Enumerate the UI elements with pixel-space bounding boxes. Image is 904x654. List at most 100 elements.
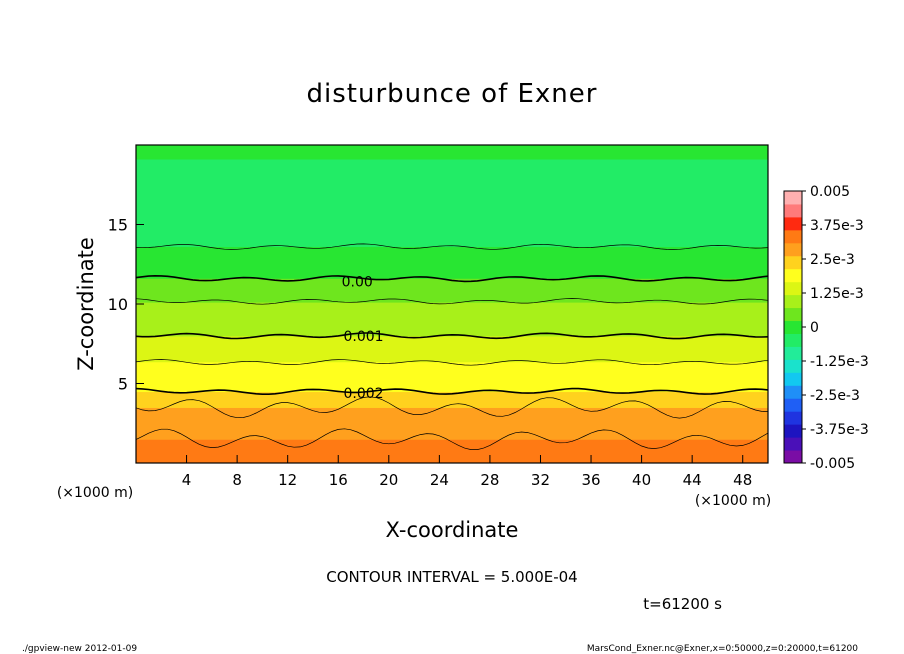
contour-band (136, 172, 768, 176)
colorbar-swatch (784, 320, 802, 334)
contour-labels: 0.00 0.001 0.002 (342, 275, 384, 402)
colorbar-label: -0.005 (810, 456, 855, 472)
contour-band (136, 234, 768, 238)
colorbar-swatch (784, 359, 802, 373)
contour-band (136, 274, 768, 277)
contour-band (136, 280, 768, 283)
x-unit-left: (×1000 m) (57, 485, 133, 501)
contour-line (136, 396, 768, 419)
contour-band (136, 411, 768, 414)
contour-band (136, 146, 768, 150)
contour-line (136, 298, 768, 305)
colorbar-swatch (784, 372, 802, 386)
colorbar-label: 2.5e-3 (810, 252, 855, 268)
colorbar-swatch (784, 216, 802, 231)
contour-band (136, 264, 768, 267)
contour-band (136, 202, 768, 206)
contour-band (136, 357, 768, 361)
contour-band (136, 246, 768, 249)
contour-band (136, 335, 768, 339)
contour-band (136, 214, 768, 218)
y-axis-label: Z-coordinate (74, 237, 98, 371)
contour-band (136, 355, 768, 359)
contour-line (136, 387, 768, 395)
contour-band (136, 296, 768, 299)
contour-band (136, 381, 768, 385)
contour-label: 0.001 (343, 329, 383, 345)
contour-band (136, 174, 768, 178)
contour-band (136, 367, 768, 371)
contour-band (136, 305, 768, 309)
contour-band (136, 212, 768, 216)
colorbar-swatch (784, 424, 802, 438)
contour-band (136, 309, 768, 313)
contour-band (136, 337, 768, 341)
contour-band (136, 323, 768, 327)
y-tick-label: 10 (108, 295, 128, 314)
contour-band (136, 260, 768, 263)
contour-band (136, 236, 768, 240)
contour-band (136, 401, 768, 404)
contour-band (136, 325, 768, 329)
colorbar-swatch (784, 242, 802, 257)
contour-band (136, 459, 768, 462)
contour-band (136, 341, 768, 345)
contour-band (136, 254, 768, 257)
contour-band (136, 204, 768, 208)
contour-band (136, 423, 768, 426)
contour-band (136, 166, 768, 170)
contour-band (136, 282, 768, 285)
contour-band (136, 230, 768, 234)
contour-band (136, 453, 768, 456)
footer-left: ./gpview-new 2012-01-09 (22, 644, 137, 654)
contour-band (136, 413, 768, 416)
contour-band (136, 409, 768, 412)
contour-band (136, 188, 768, 192)
contour-band (136, 266, 768, 269)
contour-band (136, 178, 768, 182)
contour-band (136, 258, 768, 261)
contour-band (136, 385, 768, 389)
contour-band (136, 445, 768, 448)
contour-band (136, 192, 768, 196)
contour-band (136, 379, 768, 383)
colorbar-swatch (784, 385, 802, 399)
contour-band (136, 164, 768, 168)
contour-band (136, 148, 768, 152)
colorbar-label: 0 (810, 320, 819, 336)
contour-band (136, 311, 768, 315)
contour-band (136, 377, 768, 381)
contour-band (136, 300, 768, 303)
contour-band (136, 152, 768, 156)
contour-band (136, 433, 768, 436)
contour-band (136, 425, 768, 428)
contour-band (136, 216, 768, 220)
contour-band (136, 435, 768, 438)
contour-fill-bands (136, 145, 768, 463)
contour-band (136, 210, 768, 214)
contour-band (136, 417, 768, 420)
colorbar-swatch (784, 398, 802, 412)
x-tick-label: 32 (531, 471, 550, 489)
colorbar-label: 3.75e-3 (810, 218, 864, 234)
contour-band (136, 339, 768, 343)
footer-right: MarsCond_Exner.nc@Exner,x=0:50000,z=0:20… (587, 644, 858, 654)
contour-band (136, 457, 768, 460)
contour-band (136, 375, 768, 379)
contour-band (136, 427, 768, 430)
contour-band (136, 238, 768, 241)
contour-line (136, 332, 768, 340)
contour-band (136, 294, 768, 297)
contour-band (136, 359, 768, 363)
contour-band (136, 288, 768, 291)
time-label: t=61200 s (643, 595, 722, 613)
y-axis-ticks: 5 10 15 (108, 216, 144, 394)
colorbar-swatch (784, 268, 802, 283)
colorbar-swatch (784, 229, 802, 244)
contour-band (136, 317, 768, 321)
contour-band (136, 395, 768, 399)
contour-band (136, 319, 768, 323)
x-tick-label: 4 (182, 471, 192, 489)
contour-band (136, 304, 768, 307)
contour-band (136, 206, 768, 210)
